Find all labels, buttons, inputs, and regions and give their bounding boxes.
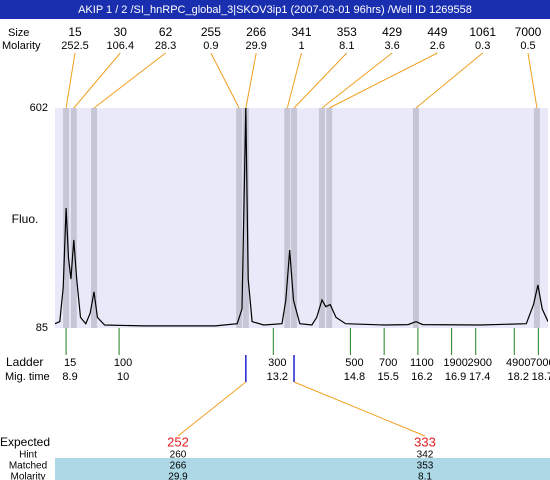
peak-molarity: 29.9 [245, 40, 266, 52]
ladder-size: 2900 [467, 357, 491, 369]
peak-connector [65, 52, 76, 109]
ladder-time: 18.2 [508, 371, 529, 383]
matched-background [55, 458, 550, 480]
peak-connector [321, 52, 393, 109]
peak-size: 7000 [515, 25, 542, 39]
ladder-time: 8.9 [62, 371, 77, 383]
peak-size: 429 [382, 25, 402, 39]
peak-molarity: 0.5 [520, 40, 535, 52]
ladder-time: 16.9 [445, 371, 466, 383]
peak-connector [210, 52, 240, 109]
peak-size: 266 [246, 25, 266, 39]
peak-molarity: 8.1 [339, 40, 354, 52]
ladder-size: 1100 [410, 357, 434, 369]
peak-connector [73, 52, 121, 109]
trace [55, 108, 548, 327]
peak-band [318, 108, 325, 328]
ladder-size: 4900 [506, 357, 530, 369]
peak-connector [415, 52, 484, 109]
expected-molarity: 29.9 [168, 472, 188, 480]
chart-title: AKIP 1 / 2 /SI_hnRPC_global_3|SKOV3ip1 (… [78, 4, 472, 16]
header-bar [0, 0, 550, 19]
match-connector [293, 381, 426, 437]
row-label: Molarity [10, 472, 45, 480]
peak-molarity: 252.5 [61, 40, 89, 52]
peak-size: 62 [159, 25, 173, 39]
peak-connector [245, 52, 257, 109]
row-label: Mig. time [5, 371, 50, 383]
peak-size: 449 [427, 25, 447, 39]
y-axis-label: Fluo. [12, 212, 39, 226]
match-connector [177, 381, 247, 437]
peak-molarity: 28.3 [155, 40, 176, 52]
peak-band [236, 108, 243, 328]
peak-band [70, 108, 77, 328]
peak-molarity: 106.4 [107, 40, 135, 52]
expected-matched: 266 [170, 461, 187, 472]
peak-molarity: 1 [298, 40, 304, 52]
ladder-size: 300 [268, 357, 286, 369]
peak-molarity: 2.6 [430, 40, 445, 52]
ladder-size: 7000 [530, 357, 550, 369]
peak-molarity: 0.3 [475, 40, 490, 52]
ladder-time: 13.2 [267, 371, 288, 383]
peak-connector [293, 52, 348, 109]
peak-size: 353 [337, 25, 357, 39]
peak-molarity: 0.9 [203, 40, 218, 52]
expected-expected: 333 [414, 434, 436, 449]
expected-hint: 342 [417, 450, 434, 461]
row-label: Expected [0, 435, 50, 449]
peak-size: 15 [68, 25, 82, 39]
ladder-time: 15.5 [377, 371, 398, 383]
plot-area [55, 108, 548, 328]
ladder-time: 16.2 [411, 371, 432, 383]
row-label: Ladder [6, 355, 43, 369]
ladder-size: 700 [379, 357, 397, 369]
row-label: Hint [19, 450, 37, 461]
ladder-time: 14.8 [344, 371, 365, 383]
peak-band [533, 108, 540, 328]
ladder-time: 10 [117, 371, 129, 383]
peak-band [284, 108, 291, 328]
ladder-size: 500 [345, 357, 363, 369]
expected-expected: 252 [167, 434, 189, 449]
ladder-size: 100 [114, 357, 132, 369]
row-label: Molarity [2, 40, 41, 52]
y-tick-label: 602 [30, 102, 48, 114]
peak-band [412, 108, 419, 328]
y-tick-label: 85 [36, 322, 48, 334]
peak-connector [286, 52, 302, 109]
peak-connector [527, 52, 538, 109]
peak-molarity: 3.6 [384, 40, 399, 52]
peak-band [242, 108, 249, 328]
peak-size: 255 [201, 25, 221, 39]
expected-matched: 353 [417, 461, 434, 472]
peak-band [326, 108, 333, 328]
ladder-time: 18.7 [532, 371, 550, 383]
peak-size: 1061 [469, 25, 496, 39]
peak-band [91, 108, 98, 328]
peak-connector [328, 52, 438, 109]
ladder-time: 17.4 [469, 371, 490, 383]
ladder-size: 1900 [443, 357, 467, 369]
row-label: Size [8, 27, 29, 39]
peak-band [291, 108, 298, 328]
row-label: Matched [9, 461, 47, 472]
peak-size: 30 [114, 25, 128, 39]
ladder-size: 15 [64, 357, 76, 369]
expected-hint: 260 [170, 450, 187, 461]
peak-connector [93, 52, 166, 109]
peak-size: 341 [291, 25, 311, 39]
expected-molarity: 8.1 [418, 472, 432, 480]
